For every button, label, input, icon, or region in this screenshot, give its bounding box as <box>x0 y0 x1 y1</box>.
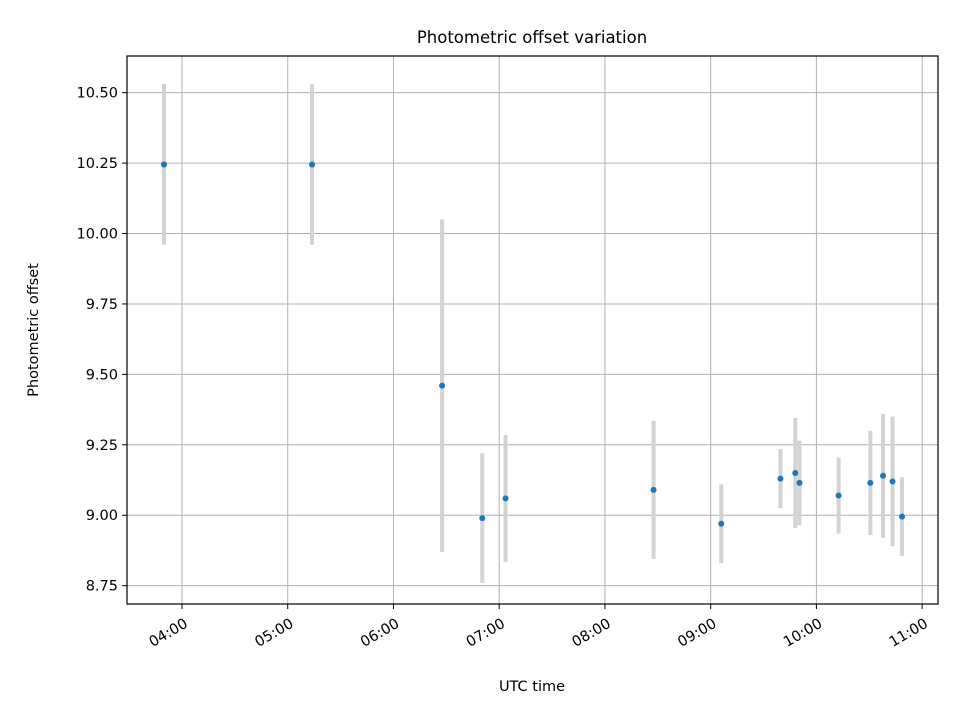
y-tick-label: 9.50 <box>86 367 118 383</box>
data-points <box>161 161 906 527</box>
x-tick-label: 09:00 <box>675 616 719 651</box>
y-tick-label: 8.75 <box>86 579 118 595</box>
data-point <box>899 513 906 520</box>
y-tick-label: 10.50 <box>76 86 118 102</box>
data-point <box>309 161 316 168</box>
data-point <box>880 472 887 479</box>
y-tick-label: 9.75 <box>86 297 118 313</box>
y-axis-label: Photometric offset <box>26 263 42 397</box>
plot-frame <box>126 55 939 605</box>
x-tick-label: 05:00 <box>252 616 296 651</box>
x-tick-label: 10:00 <box>781 616 825 651</box>
x-tick-label: 08:00 <box>570 616 614 651</box>
data-point <box>439 382 446 389</box>
error-bars <box>162 84 905 583</box>
data-point <box>889 478 896 485</box>
y-tick-label: 10.25 <box>76 156 118 172</box>
x-tick-label: 07:00 <box>464 616 508 651</box>
data-point <box>792 469 799 476</box>
data-point <box>777 475 784 482</box>
x-tick-label: 06:00 <box>358 616 402 651</box>
x-tick-label: 11:00 <box>887 616 931 651</box>
x-axis-label: UTC time <box>499 679 565 695</box>
data-point <box>502 495 509 502</box>
data-point <box>796 479 803 486</box>
data-point <box>835 492 842 499</box>
x-axis: 04:00 05:00 06:00 07:00 08:00 09:00 10:00 11:00 <box>147 604 931 651</box>
data-point <box>718 520 725 527</box>
data-point <box>650 486 657 493</box>
y-tick-label: 9.25 <box>86 438 118 454</box>
y-tick-label: 9.00 <box>86 508 118 524</box>
grid <box>127 56 938 604</box>
y-tick-label: 10.00 <box>76 227 118 243</box>
data-point <box>867 479 874 486</box>
data-point <box>479 515 486 522</box>
y-axis: 8.75 9.00 9.25 9.50 9.75 10.00 10.25 10.50 <box>76 86 127 595</box>
chart-title: Photometric offset variation <box>417 28 647 47</box>
data-point <box>161 161 168 168</box>
x-tick-label: 04:00 <box>147 616 191 651</box>
